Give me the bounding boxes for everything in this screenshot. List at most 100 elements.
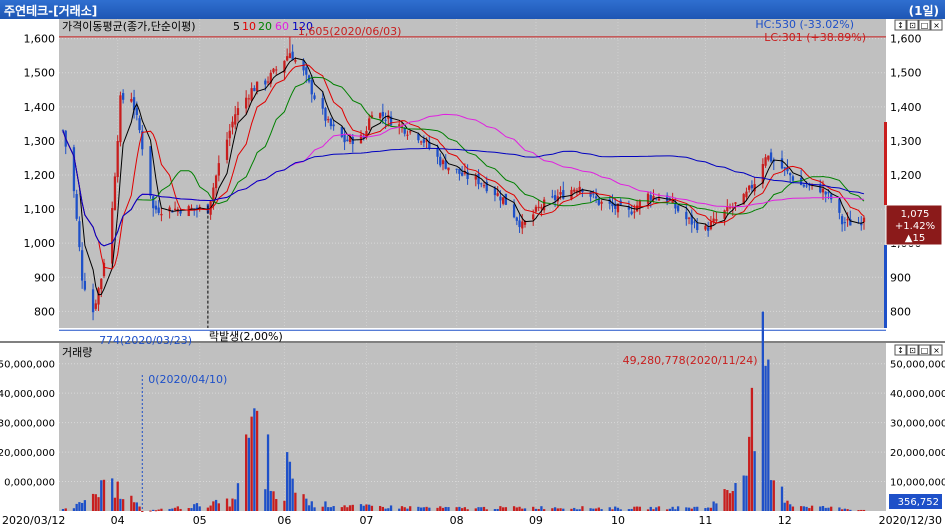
candle-body xyxy=(245,97,248,109)
candle-body xyxy=(149,146,152,196)
volume-bar xyxy=(198,506,201,511)
volume-bar xyxy=(310,501,313,511)
current-change: ▲15 xyxy=(905,233,925,244)
candle-body xyxy=(378,113,382,119)
candle-body xyxy=(750,184,754,189)
candle-body xyxy=(72,147,76,192)
volume-bar xyxy=(187,508,190,511)
candle-body xyxy=(362,137,365,139)
candle-body xyxy=(685,211,688,220)
volume-bar xyxy=(253,408,256,511)
volume-bar xyxy=(193,504,196,511)
candle-body xyxy=(767,155,770,160)
volume-bar xyxy=(288,461,292,511)
split-icon: ⊡ xyxy=(909,21,916,30)
candle-body xyxy=(723,210,726,219)
month-label: 04 xyxy=(111,514,125,527)
candle-body xyxy=(368,118,371,130)
maximize-button[interactable] xyxy=(894,19,907,31)
volume-bar xyxy=(846,509,849,511)
volume-bar xyxy=(789,504,792,511)
candle-body xyxy=(250,88,253,101)
volume-tick-right: 40,000,000 xyxy=(890,389,945,400)
volume-bar xyxy=(80,502,84,511)
current-volume-box xyxy=(889,494,942,509)
candle-body xyxy=(482,185,486,187)
volume-bar xyxy=(685,507,688,511)
candle-body xyxy=(655,198,658,200)
volume-tick-right: 10,000,000 xyxy=(890,478,945,489)
volume-bar xyxy=(149,510,152,512)
candle-body xyxy=(466,171,469,179)
candle-body xyxy=(846,219,849,221)
volume-bar xyxy=(97,497,100,511)
x-end-date: 2020/12/30 xyxy=(879,514,942,527)
close-icon: × xyxy=(933,21,940,30)
volume-bar xyxy=(860,509,863,511)
volume-bar xyxy=(212,501,215,511)
volume-bar xyxy=(266,434,270,511)
candle-body xyxy=(611,202,614,207)
volume-bar xyxy=(501,507,505,511)
candle-body xyxy=(649,195,652,200)
close-button[interactable] xyxy=(930,19,943,31)
candle-body xyxy=(100,278,103,290)
split-button[interactable] xyxy=(906,19,919,31)
candle-body xyxy=(742,194,745,205)
volume-bar xyxy=(171,508,174,511)
volume-bar xyxy=(255,410,259,511)
candle-body xyxy=(840,216,844,225)
candle-body xyxy=(693,221,696,223)
candle-body xyxy=(348,135,352,142)
candle-body xyxy=(179,210,182,214)
candle-body xyxy=(206,204,210,214)
volume-bar xyxy=(780,486,784,511)
restore-button[interactable] xyxy=(918,19,931,31)
candle-body xyxy=(540,206,543,209)
candle-body xyxy=(668,199,672,201)
candle-body xyxy=(523,221,527,225)
candle-body xyxy=(838,198,841,213)
candle-body xyxy=(417,133,420,141)
volume-bar xyxy=(799,506,803,511)
volume-bar xyxy=(562,508,565,511)
candle-body xyxy=(428,142,431,149)
volume-bar xyxy=(504,507,508,511)
volume-bar xyxy=(332,506,335,511)
price-tick-left: 1,400 xyxy=(24,101,56,114)
candle-body xyxy=(493,188,497,196)
y-ticks: 1,600 1,600 1,500 1,500 1,400 1,400 1,300 1,300… xyxy=(0,33,945,489)
candle-body xyxy=(102,262,106,277)
vol-restore-button[interactable] xyxy=(918,344,931,356)
candle-body xyxy=(343,134,346,143)
volume-bar xyxy=(649,506,652,511)
vol-close-button[interactable] xyxy=(930,344,943,356)
volume-bar xyxy=(704,508,707,511)
volume-bar xyxy=(671,506,674,511)
vol-split-button[interactable] xyxy=(906,344,919,356)
price-tick-left: 1,600 xyxy=(24,33,56,46)
candle-body xyxy=(217,163,220,176)
volume-bar xyxy=(351,504,354,511)
candle-body xyxy=(455,168,458,170)
candle-body xyxy=(477,174,480,185)
volume-bar xyxy=(646,509,650,511)
volume-bar xyxy=(849,509,852,511)
candle-body xyxy=(819,185,822,193)
candle-body xyxy=(409,131,412,133)
x-ticks: 04 05 06 07 08 09 10 11 12 xyxy=(111,514,792,527)
vol-maximize-button[interactable] xyxy=(894,344,907,356)
volume-bar xyxy=(113,497,117,511)
candle-body xyxy=(791,176,795,181)
volume-bar xyxy=(458,506,461,511)
volume-bar xyxy=(225,498,229,511)
month-label: 07 xyxy=(359,514,373,527)
volume-bar xyxy=(61,508,65,511)
candle-body xyxy=(780,158,784,169)
candle-body xyxy=(419,141,423,143)
candle-body xyxy=(381,111,384,117)
volume-bar xyxy=(365,504,368,511)
candle-body xyxy=(614,203,617,209)
stock-chart[interactable]: 1,600 1,600 1,500 1,500 1,400 1,400 1,300 1,300… xyxy=(0,19,945,529)
candle-body xyxy=(400,126,404,128)
